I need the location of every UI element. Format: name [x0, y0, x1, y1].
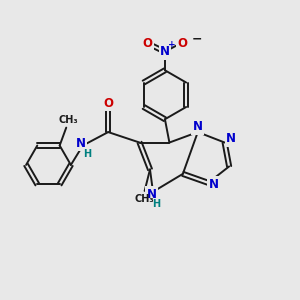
- Text: CH₃: CH₃: [59, 115, 78, 125]
- Text: N: N: [193, 120, 203, 133]
- Text: CH₃: CH₃: [135, 194, 155, 204]
- Text: H: H: [83, 149, 92, 160]
- Text: N: N: [75, 136, 85, 150]
- Text: H: H: [152, 199, 160, 209]
- Text: N: N: [226, 133, 236, 146]
- Text: O: O: [178, 37, 188, 50]
- Text: −: −: [192, 32, 202, 45]
- Text: O: O: [103, 97, 113, 110]
- Text: N: N: [208, 178, 219, 191]
- Text: +: +: [168, 40, 175, 49]
- Text: N: N: [146, 188, 157, 201]
- Text: N: N: [160, 45, 170, 58]
- Text: O: O: [142, 37, 153, 50]
